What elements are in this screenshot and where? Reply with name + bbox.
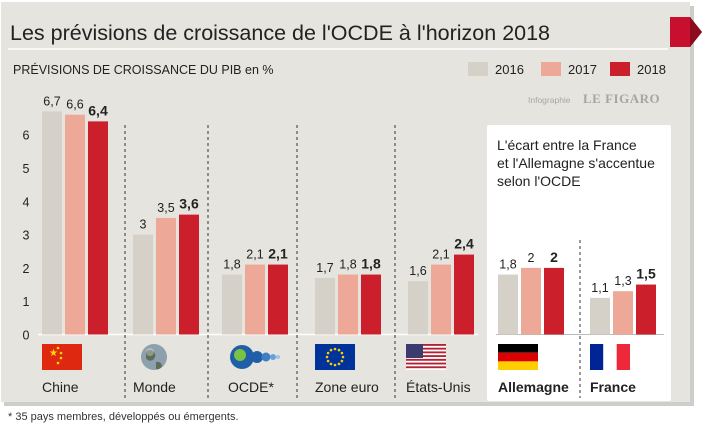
bar-2017 xyxy=(65,114,85,335)
legend-swatch-2017 xyxy=(541,62,561,76)
bar-group-0: 6,7 6,6 6,4 xyxy=(42,94,108,335)
us-flag-icon xyxy=(406,344,446,370)
bar-2018 xyxy=(268,264,288,335)
chart-title: Les prévisions de croissance de l'OCDE à… xyxy=(10,21,550,45)
bar-group-2: 1,8 2,1 2,1 xyxy=(222,246,288,335)
data-label-2018: 6,4 xyxy=(88,102,108,118)
bar-2016 xyxy=(222,274,242,335)
legend-label-2017: 2017 xyxy=(568,62,597,77)
data-label-2018: 1,5 xyxy=(636,266,656,282)
germany-flag-icon xyxy=(498,344,538,370)
category-label: France xyxy=(590,379,636,395)
data-label-2018: 2,4 xyxy=(454,236,474,252)
data-label-2016: 1,8 xyxy=(223,258,240,272)
oecd-logo-icon xyxy=(230,345,280,369)
y-tick-label: 4 xyxy=(23,195,30,209)
data-label-2017: 2 xyxy=(528,251,535,265)
bar-2018 xyxy=(88,121,108,335)
data-label-2016: 1,7 xyxy=(316,261,333,275)
bar-group-1: 3 3,5 3,6 xyxy=(133,196,199,335)
data-label-2017: 3,5 xyxy=(157,201,174,215)
y-tick-label: 5 xyxy=(23,162,30,176)
footnote: * 35 pays membres, développés ou émergen… xyxy=(8,411,239,423)
data-label-2018: 2,1 xyxy=(268,246,288,262)
bar-2017 xyxy=(613,291,633,335)
credit-prefix: Infographie xyxy=(528,95,571,105)
credit-logo: LE FIGARO xyxy=(583,91,660,106)
chart-subtitle: PRÉVISIONS DE CROISSANCE DU PIB en % xyxy=(13,62,274,77)
bar-2018 xyxy=(361,274,381,335)
eu-flag-icon xyxy=(315,344,355,370)
y-tick-label: 0 xyxy=(23,329,30,343)
bar-2016 xyxy=(133,234,153,335)
legend-label-2018: 2018 xyxy=(637,62,666,77)
inset-text-line: selon l'OCDE xyxy=(497,173,581,189)
globe-icon xyxy=(141,344,167,370)
data-label-2017: 2,1 xyxy=(432,248,449,262)
bar-group-6: 1,1 1,3 1,5 xyxy=(590,266,656,335)
svg-text:★: ★ xyxy=(49,348,58,359)
bar-2017 xyxy=(245,264,265,335)
data-label-2017: 1,8 xyxy=(339,258,356,272)
data-label-2016: 1,6 xyxy=(409,264,426,278)
category-label: OCDE* xyxy=(228,379,274,395)
data-label-2016: 6,7 xyxy=(43,94,60,108)
china-flag-icon: ★ xyxy=(42,344,82,370)
bar-2018 xyxy=(636,284,656,335)
y-tick-label: 3 xyxy=(23,229,30,243)
bar-2017 xyxy=(521,267,541,335)
category-label: Chine xyxy=(42,379,79,395)
category-label: Monde xyxy=(133,379,176,395)
data-label-2016: 3 xyxy=(140,218,147,232)
bar-2018 xyxy=(179,214,199,335)
bar-2018 xyxy=(454,254,474,335)
data-label-2018: 3,6 xyxy=(179,196,199,212)
inset-text-line: L'écart entre la France xyxy=(497,137,637,153)
y-tick-label: 2 xyxy=(23,262,30,276)
bar-2017 xyxy=(431,264,451,335)
category-label: Zone euro xyxy=(315,379,379,395)
y-tick-label: 1 xyxy=(23,295,30,309)
data-label-2018: 1,8 xyxy=(361,256,381,272)
legend-item-2018: 2018 xyxy=(610,62,666,77)
data-label-2016: 1,1 xyxy=(591,281,608,295)
legend-swatch-2016 xyxy=(468,62,488,76)
bar-2017 xyxy=(156,217,176,335)
legend-item-2017: 2017 xyxy=(541,62,597,77)
corner-accent-fold xyxy=(690,17,702,47)
bar-group-3: 1,7 1,8 1,8 xyxy=(315,256,381,335)
bar-2016 xyxy=(42,111,62,335)
bar-2016 xyxy=(498,274,518,335)
bar-2016 xyxy=(408,281,428,335)
bar-group-5: 1,8 2 2 xyxy=(498,249,564,335)
inset-text-line: et l'Allemagne s'accentue xyxy=(497,155,655,171)
y-tick-label: 6 xyxy=(23,129,30,143)
bar-2016 xyxy=(315,277,335,335)
data-label-2018: 2 xyxy=(550,249,558,265)
bar-2016 xyxy=(590,297,610,335)
data-label-2017: 6,6 xyxy=(66,98,83,112)
legend-item-2016: 2016 xyxy=(468,62,524,77)
france-flag-icon xyxy=(590,344,630,370)
bar-group-4: 1,6 2,1 2,4 xyxy=(408,236,474,335)
data-label-2017: 1,3 xyxy=(614,274,631,288)
legend-label-2016: 2016 xyxy=(495,62,524,77)
category-label: États-Unis xyxy=(406,379,471,395)
data-label-2016: 1,8 xyxy=(499,258,516,272)
legend-swatch-2018 xyxy=(610,62,630,76)
data-label-2017: 2,1 xyxy=(246,248,263,262)
bar-2018 xyxy=(544,267,564,335)
category-label: Allemagne xyxy=(498,379,569,395)
bar-2017 xyxy=(338,274,358,335)
